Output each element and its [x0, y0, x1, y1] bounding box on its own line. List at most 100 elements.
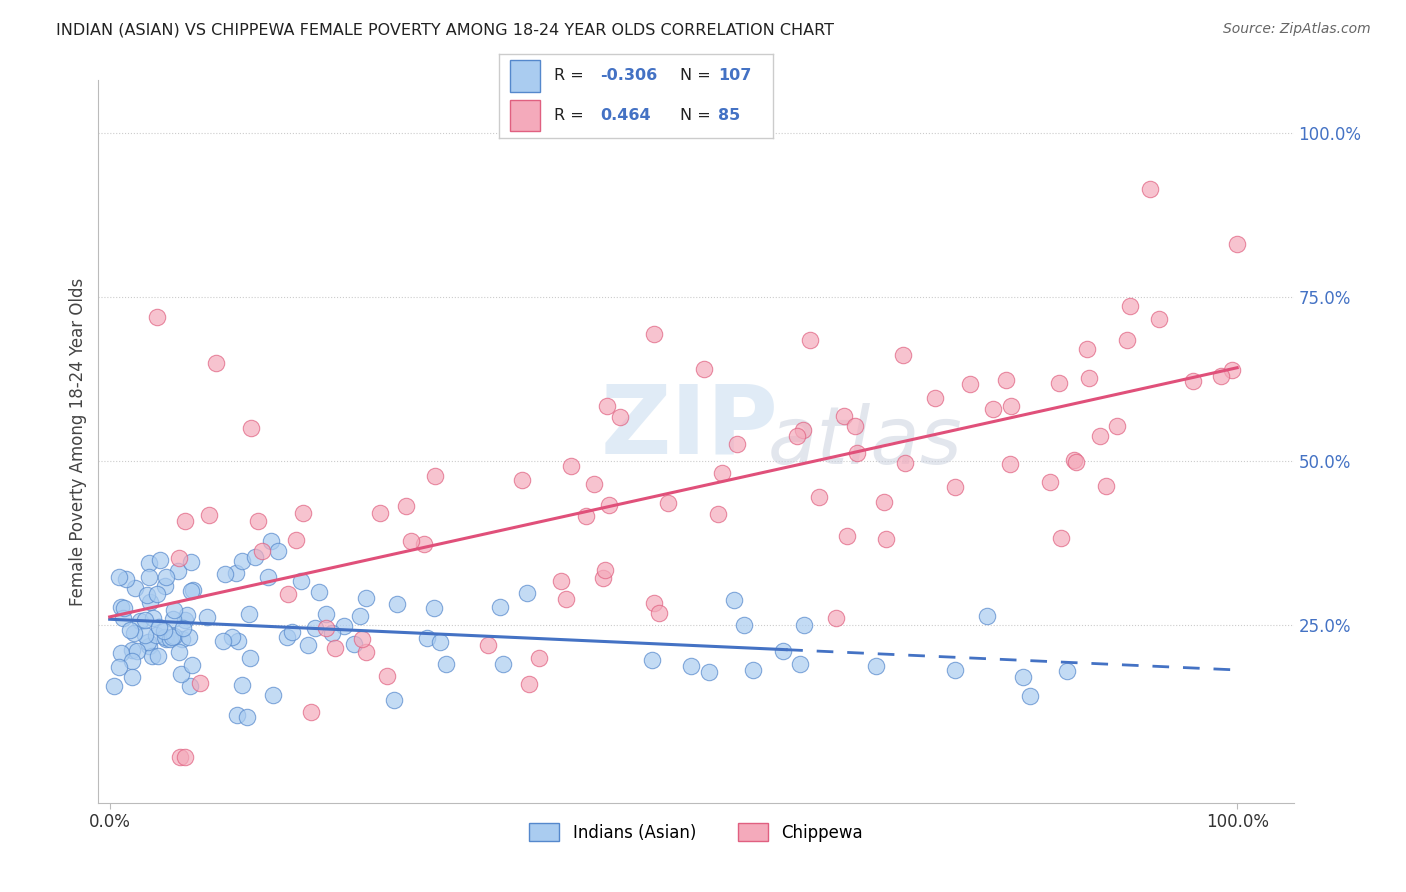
Point [789, 657, 811, 672]
Point [167, 564, 190, 578]
Point [108, 660, 131, 674]
Point [706, 507, 728, 521]
Point [315, 621, 337, 635]
Point [995, 373, 1018, 387]
Point [173, 749, 195, 764]
Point [415, 631, 437, 645]
Point [1039, 475, 1062, 489]
Point [129, 614, 152, 628]
Point [377, 669, 399, 683]
Point [489, 599, 512, 614]
Point [808, 491, 831, 505]
Point [170, 667, 193, 681]
Point [118, 623, 141, 637]
Point [226, 634, 249, 648]
Point [231, 678, 253, 692]
Point [231, 553, 253, 567]
Point [162, 612, 184, 626]
Y-axis label: Female Poverty Among 18-24 Year Olds: Female Poverty Among 18-24 Year Olds [69, 277, 87, 606]
Point [401, 533, 423, 548]
Text: 0.464: 0.464 [600, 108, 651, 123]
Point [1139, 182, 1161, 196]
Point [204, 356, 226, 370]
Point [1076, 343, 1098, 357]
Point [554, 592, 576, 607]
Point [262, 688, 284, 702]
Point [387, 597, 409, 611]
Point [983, 401, 1005, 416]
Point [648, 607, 671, 621]
Point [799, 333, 821, 347]
Point [155, 631, 177, 645]
Point [875, 532, 897, 546]
Text: ZIP: ZIP [600, 381, 779, 474]
Point [181, 582, 204, 597]
Point [323, 641, 346, 656]
Point [173, 613, 195, 627]
Point [297, 638, 319, 652]
Point [434, 657, 457, 672]
Point [142, 611, 165, 625]
Point [492, 657, 515, 672]
Point [865, 659, 887, 673]
Point [121, 654, 143, 668]
Point [146, 310, 169, 324]
Point [1063, 453, 1085, 467]
Point [1088, 429, 1111, 443]
Point [160, 630, 183, 644]
Point [134, 613, 156, 627]
Point [423, 601, 446, 615]
FancyBboxPatch shape [510, 100, 540, 131]
Point [792, 423, 814, 437]
Point [122, 626, 145, 640]
Point [643, 326, 665, 341]
Point [290, 574, 312, 588]
Point [188, 676, 211, 690]
Point [582, 476, 605, 491]
Point [1147, 311, 1170, 326]
Legend: Indians (Asian), Chippewa: Indians (Asian), Chippewa [523, 817, 869, 848]
Point [641, 653, 664, 667]
Point [180, 584, 202, 599]
Point [943, 480, 966, 494]
Point [723, 593, 745, 607]
Point [136, 635, 159, 649]
Point [1000, 399, 1022, 413]
Point [943, 663, 966, 677]
Point [285, 533, 308, 547]
Point [167, 645, 190, 659]
Point [1012, 669, 1035, 683]
Point [710, 466, 733, 480]
Point [112, 600, 135, 615]
Point [609, 409, 631, 424]
Text: 85: 85 [718, 108, 741, 123]
Point [872, 494, 894, 508]
Point [121, 643, 143, 657]
Point [155, 570, 177, 584]
Point [679, 659, 702, 673]
Point [146, 587, 169, 601]
Point [169, 749, 191, 764]
Point [516, 586, 538, 600]
Point [247, 514, 270, 528]
Point [1064, 455, 1087, 469]
Point [845, 446, 868, 460]
Point [134, 628, 156, 642]
Point [725, 437, 748, 451]
Point [125, 644, 148, 658]
Point [155, 632, 177, 646]
Point [893, 348, 915, 362]
Point [221, 630, 243, 644]
Point [174, 514, 197, 528]
Point [110, 599, 132, 614]
Point [1047, 376, 1070, 390]
Point [1094, 478, 1116, 492]
Point [172, 621, 194, 635]
Point [267, 544, 290, 558]
Point [1019, 690, 1042, 704]
Point [111, 611, 134, 625]
Point [593, 563, 616, 577]
Point [1077, 371, 1099, 385]
Point [1181, 374, 1204, 388]
Point [657, 495, 679, 509]
